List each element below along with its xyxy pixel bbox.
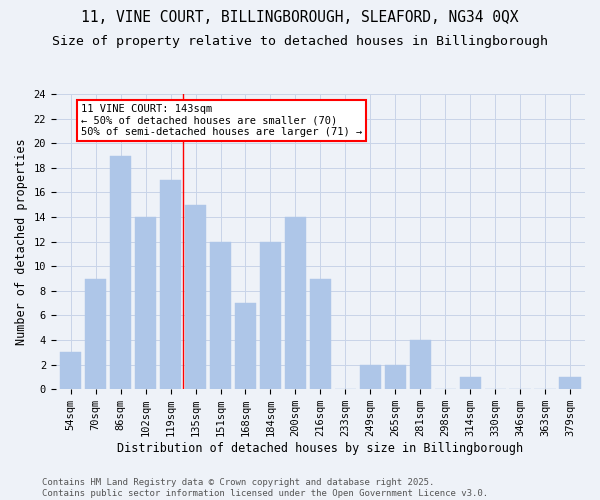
Bar — [410, 340, 431, 389]
X-axis label: Distribution of detached houses by size in Billingborough: Distribution of detached houses by size … — [118, 442, 523, 455]
Bar — [310, 278, 331, 389]
Text: Size of property relative to detached houses in Billingborough: Size of property relative to detached ho… — [52, 35, 548, 48]
Bar — [385, 364, 406, 389]
Bar — [85, 278, 106, 389]
Text: 11, VINE COURT, BILLINGBOROUGH, SLEAFORD, NG34 0QX: 11, VINE COURT, BILLINGBOROUGH, SLEAFORD… — [81, 10, 519, 25]
Bar — [135, 217, 156, 389]
Bar — [460, 377, 481, 389]
Bar — [210, 242, 231, 389]
Bar — [60, 352, 82, 389]
Bar — [360, 364, 381, 389]
Bar — [110, 156, 131, 389]
Text: Contains HM Land Registry data © Crown copyright and database right 2025.
Contai: Contains HM Land Registry data © Crown c… — [42, 478, 488, 498]
Y-axis label: Number of detached properties: Number of detached properties — [15, 138, 28, 345]
Bar — [160, 180, 181, 389]
Bar — [235, 303, 256, 389]
Bar — [559, 377, 581, 389]
Bar — [260, 242, 281, 389]
Bar — [185, 204, 206, 389]
Text: 11 VINE COURT: 143sqm
← 50% of detached houses are smaller (70)
50% of semi-deta: 11 VINE COURT: 143sqm ← 50% of detached … — [81, 104, 362, 137]
Bar — [285, 217, 306, 389]
